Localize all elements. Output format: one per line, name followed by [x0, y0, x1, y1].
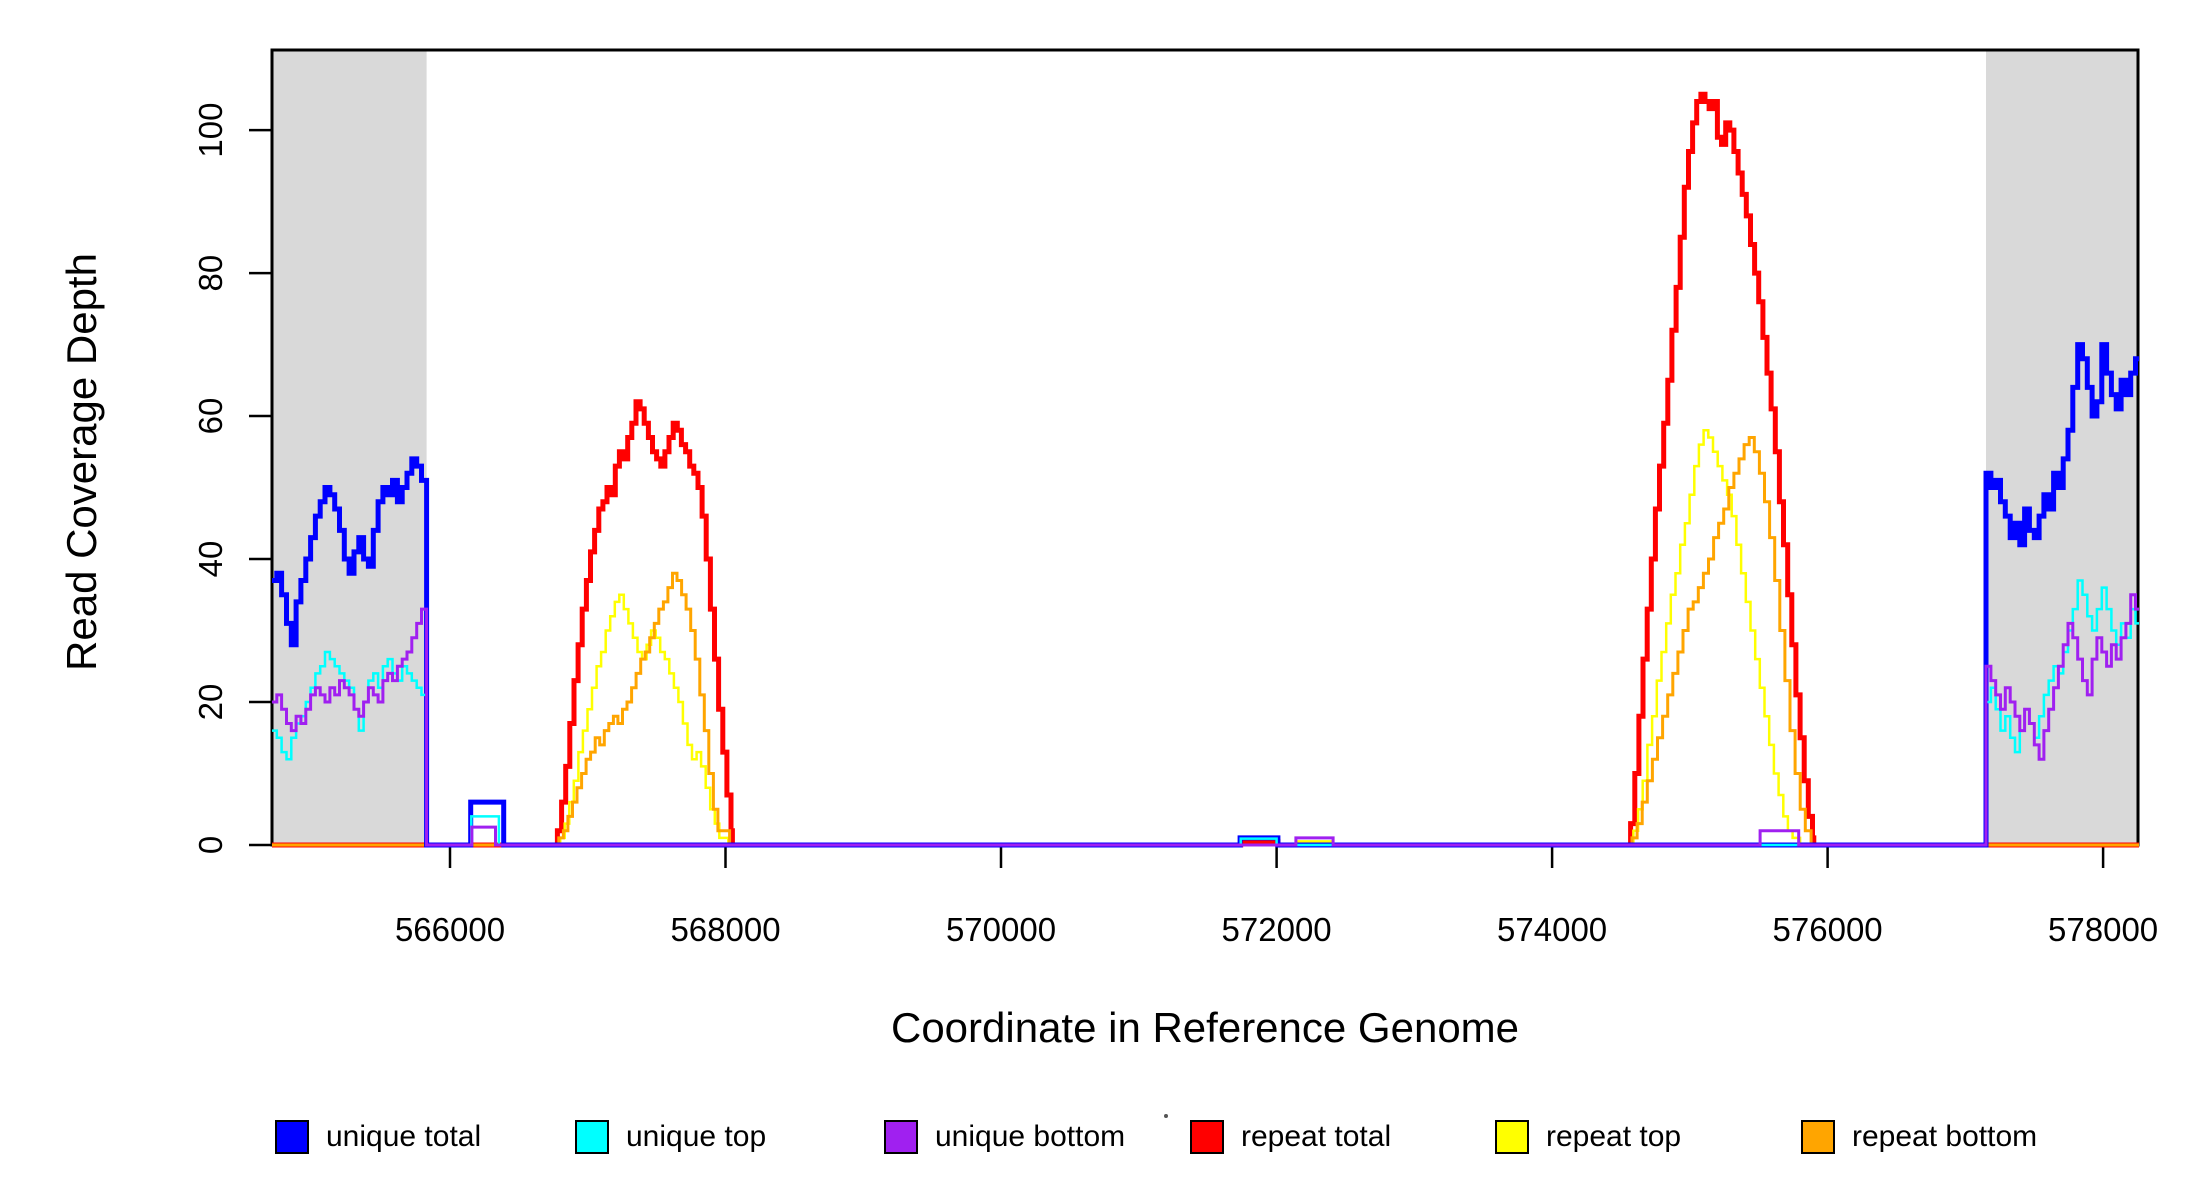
x-tick-label: 566000 — [395, 911, 505, 948]
stray-mark — [1164, 1114, 1168, 1118]
y-tick-label: 100 — [192, 103, 229, 158]
x-tick-label: 574000 — [1497, 911, 1607, 948]
y-tick-label: 0 — [192, 836, 229, 854]
shaded-region-left — [272, 50, 427, 845]
series-repeat-top — [272, 429, 2139, 847]
x-tick-label: 570000 — [946, 911, 1056, 948]
y-tick-label: 20 — [192, 684, 229, 721]
plot-border — [270, 48, 2140, 847]
y-tick-label: 40 — [192, 541, 229, 578]
x-tick-label: 568000 — [670, 911, 780, 948]
series-repeat-total — [272, 91, 2139, 848]
x-tick-label: 576000 — [1773, 911, 1883, 948]
y-tick-label: 60 — [192, 398, 229, 435]
x-tick-label: 578000 — [2048, 911, 2158, 948]
series-unique-bottom — [272, 593, 2139, 847]
y-tick-label: 80 — [192, 255, 229, 292]
series-unique-total — [272, 342, 2139, 848]
series-unique-top — [272, 579, 2139, 847]
y-axis-title: Read Coverage Depth — [58, 253, 105, 671]
x-tick-label: 572000 — [1222, 911, 1332, 948]
shaded-region-right — [1986, 50, 2138, 845]
series-repeat-bottom — [272, 436, 2139, 847]
x-axis-title: Coordinate in Reference Genome — [890, 1004, 1520, 1051]
